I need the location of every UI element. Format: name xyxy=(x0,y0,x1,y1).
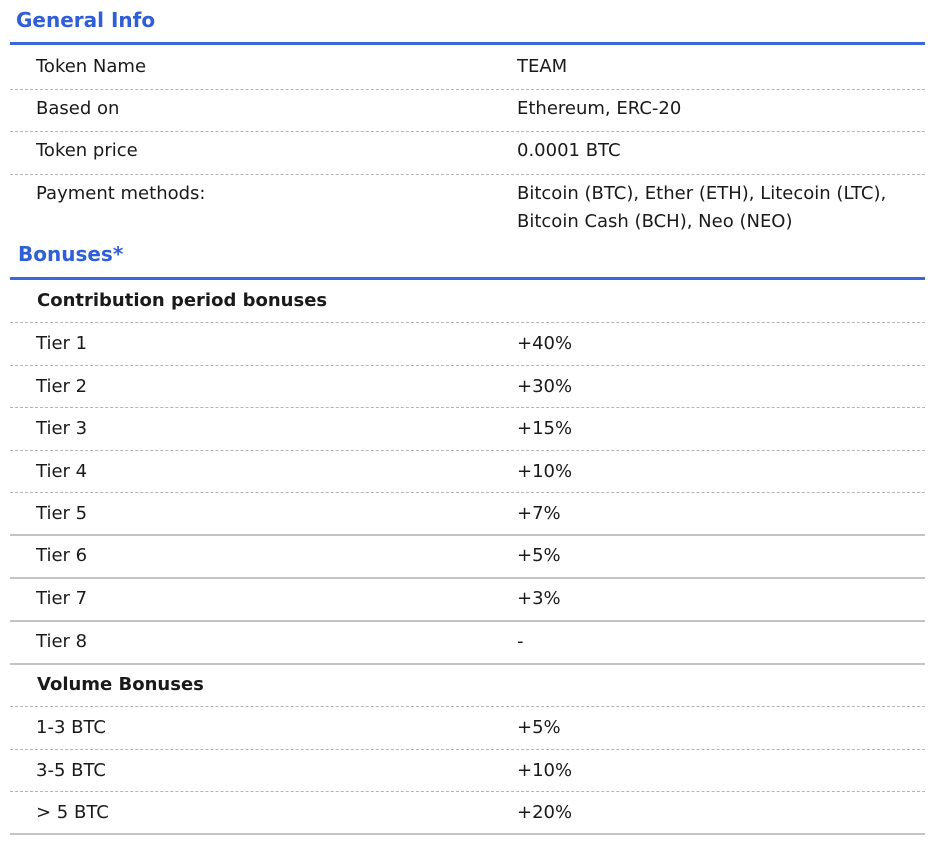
table-row: Payment methods: Bitcoin (BTC), Ether (E… xyxy=(10,175,925,237)
row-label: Based on xyxy=(36,98,120,119)
row-value-line2: Bitcoin Cash (BCH), Neo (NEO) xyxy=(517,211,793,232)
volume-heading-row: Volume Bonuses xyxy=(10,665,925,707)
table-row: Based on Ethereum, ERC-20 xyxy=(10,90,925,132)
tier-value: +15% xyxy=(517,418,573,439)
table-row: Tier 3 +15% xyxy=(10,408,925,451)
tier-label: Tier 3 xyxy=(36,418,88,439)
table-row: Tier 8 - xyxy=(10,622,925,665)
tier-value: +3% xyxy=(517,588,561,609)
tier-value: +5% xyxy=(517,545,561,566)
table-row: Tier 7 +3% xyxy=(10,579,925,622)
tier-label: Tier 7 xyxy=(36,588,88,609)
table-row: Tier 2 +30% xyxy=(10,366,925,408)
table-row: Tier 6 +5% xyxy=(10,536,925,579)
tier-value: +10% xyxy=(517,461,573,482)
volume-value: +5% xyxy=(517,717,561,738)
tier-value: - xyxy=(517,631,524,652)
table-row: Token Name TEAM xyxy=(10,52,925,90)
tier-label: Tier 1 xyxy=(36,333,88,354)
tier-value: +30% xyxy=(517,376,573,397)
bonuses-rule xyxy=(10,277,925,280)
volume-label: > 5 BTC xyxy=(36,802,109,823)
contribution-heading: Contribution period bonuses xyxy=(37,290,328,311)
table-row: Tier 5 +7% xyxy=(10,493,925,536)
volume-label: 1-3 BTC xyxy=(36,717,106,738)
table-row: Token price 0.0001 BTC xyxy=(10,132,925,175)
tier-label: Tier 4 xyxy=(36,461,88,482)
table-row: 1-3 BTC +5% xyxy=(10,707,925,750)
table-row: 3-5 BTC +10% xyxy=(10,750,925,792)
general-info-rule xyxy=(10,42,925,45)
row-value: TEAM xyxy=(517,56,568,77)
tier-label: Tier 6 xyxy=(36,545,88,566)
bonuses-title: Bonuses* xyxy=(18,242,124,266)
row-label: Payment methods: xyxy=(36,183,206,204)
table-row: Tier 1 +40% xyxy=(10,323,925,366)
row-value: 0.0001 BTC xyxy=(517,140,621,161)
tier-label: Tier 2 xyxy=(36,376,88,397)
row-value: Ethereum, ERC-20 xyxy=(517,98,682,119)
row-value-line1: Bitcoin (BTC), Ether (ETH), Litecoin (LT… xyxy=(517,183,887,204)
contribution-heading-row: Contribution period bonuses xyxy=(10,281,925,323)
tier-label: Tier 5 xyxy=(36,503,88,524)
tier-value: +40% xyxy=(517,333,573,354)
tier-label: Tier 8 xyxy=(36,631,88,652)
general-info-title: General Info xyxy=(16,8,156,32)
table-row: Tier 4 +10% xyxy=(10,451,925,493)
table-row: > 5 BTC +20% xyxy=(10,792,925,835)
volume-heading: Volume Bonuses xyxy=(37,674,204,695)
volume-value: +20% xyxy=(517,802,573,823)
volume-value: +10% xyxy=(517,760,573,781)
volume-label: 3-5 BTC xyxy=(36,760,106,781)
row-label: Token Name xyxy=(36,56,147,77)
row-label: Token price xyxy=(36,140,138,161)
tier-value: +7% xyxy=(517,503,561,524)
